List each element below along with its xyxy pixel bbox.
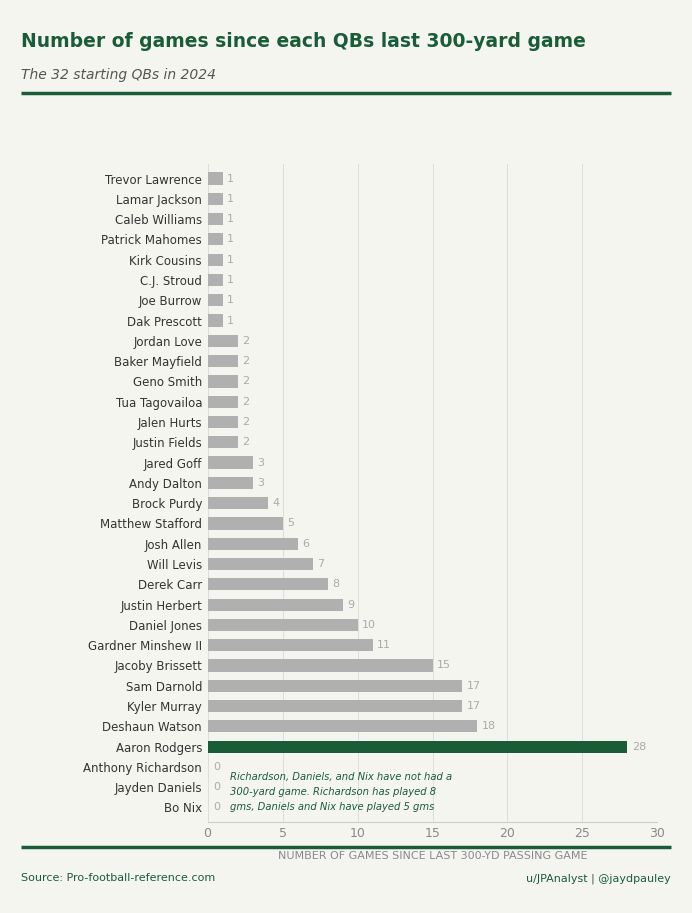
Bar (208, 538, 298, 550)
Bar (208, 234, 223, 246)
Text: 1: 1 (227, 295, 234, 305)
Text: 17: 17 (467, 701, 481, 711)
Bar (208, 173, 223, 184)
Text: 1: 1 (227, 275, 234, 285)
Bar (208, 477, 253, 489)
Text: 1: 1 (227, 255, 234, 265)
Text: 28: 28 (632, 741, 646, 751)
Bar (208, 274, 223, 286)
Bar (208, 416, 237, 428)
Text: 1: 1 (227, 316, 234, 326)
Bar (208, 314, 223, 327)
Text: The 32 starting QBs in 2024: The 32 starting QBs in 2024 (21, 68, 216, 82)
Text: Richardson, Daniels, and Nix have not had a
300-yard game. Richardson has played: Richardson, Daniels, and Nix have not ha… (230, 772, 452, 812)
Text: 15: 15 (437, 660, 451, 670)
Bar (208, 518, 282, 530)
Text: 2: 2 (242, 376, 249, 386)
Bar (208, 395, 237, 408)
Text: 3: 3 (257, 457, 264, 467)
Text: 2: 2 (242, 397, 249, 406)
Bar (208, 578, 327, 591)
Text: 1: 1 (227, 194, 234, 204)
Text: 0: 0 (214, 782, 221, 792)
Text: 0: 0 (214, 762, 221, 771)
Text: 9: 9 (347, 600, 354, 610)
Text: 2: 2 (242, 336, 249, 346)
Bar (208, 599, 343, 611)
Text: 1: 1 (227, 173, 234, 184)
Text: 18: 18 (482, 721, 496, 731)
Text: 4: 4 (272, 498, 279, 509)
Text: Number of games since each QBs last 300-yard game: Number of games since each QBs last 300-… (21, 32, 585, 51)
Bar (208, 193, 223, 205)
Bar (208, 679, 462, 692)
Text: 2: 2 (242, 437, 249, 447)
Bar (208, 294, 223, 307)
Text: 11: 11 (377, 640, 391, 650)
Bar (208, 497, 268, 509)
Bar (208, 558, 313, 570)
Text: Source: Pro-football-reference.com: Source: Pro-football-reference.com (21, 874, 215, 883)
Text: 2: 2 (242, 417, 249, 427)
Text: 7: 7 (317, 559, 324, 569)
Bar (208, 254, 223, 266)
Bar (208, 213, 223, 226)
Text: 8: 8 (332, 580, 339, 589)
Text: 5: 5 (287, 519, 294, 529)
Text: 1: 1 (227, 235, 234, 245)
Text: 6: 6 (302, 539, 309, 549)
Text: 1: 1 (227, 215, 234, 224)
X-axis label: NUMBER OF GAMES SINCE LAST 300-YD PASSING GAME: NUMBER OF GAMES SINCE LAST 300-YD PASSIN… (277, 851, 588, 861)
Bar (208, 375, 237, 387)
Text: 10: 10 (362, 620, 376, 630)
Bar (208, 456, 253, 468)
Text: 17: 17 (467, 681, 481, 691)
Bar (208, 355, 237, 367)
Text: 2: 2 (242, 356, 249, 366)
Text: 0: 0 (214, 803, 221, 813)
Bar (208, 639, 372, 651)
Bar (208, 720, 477, 732)
Text: 3: 3 (257, 477, 264, 488)
Bar (208, 740, 628, 752)
Bar (208, 436, 237, 448)
Bar (208, 619, 358, 631)
Bar (208, 335, 237, 347)
Bar (208, 659, 432, 672)
Bar (208, 700, 462, 712)
Text: u/JPAnalyst | @jaydpauley: u/JPAnalyst | @jaydpauley (527, 873, 671, 884)
